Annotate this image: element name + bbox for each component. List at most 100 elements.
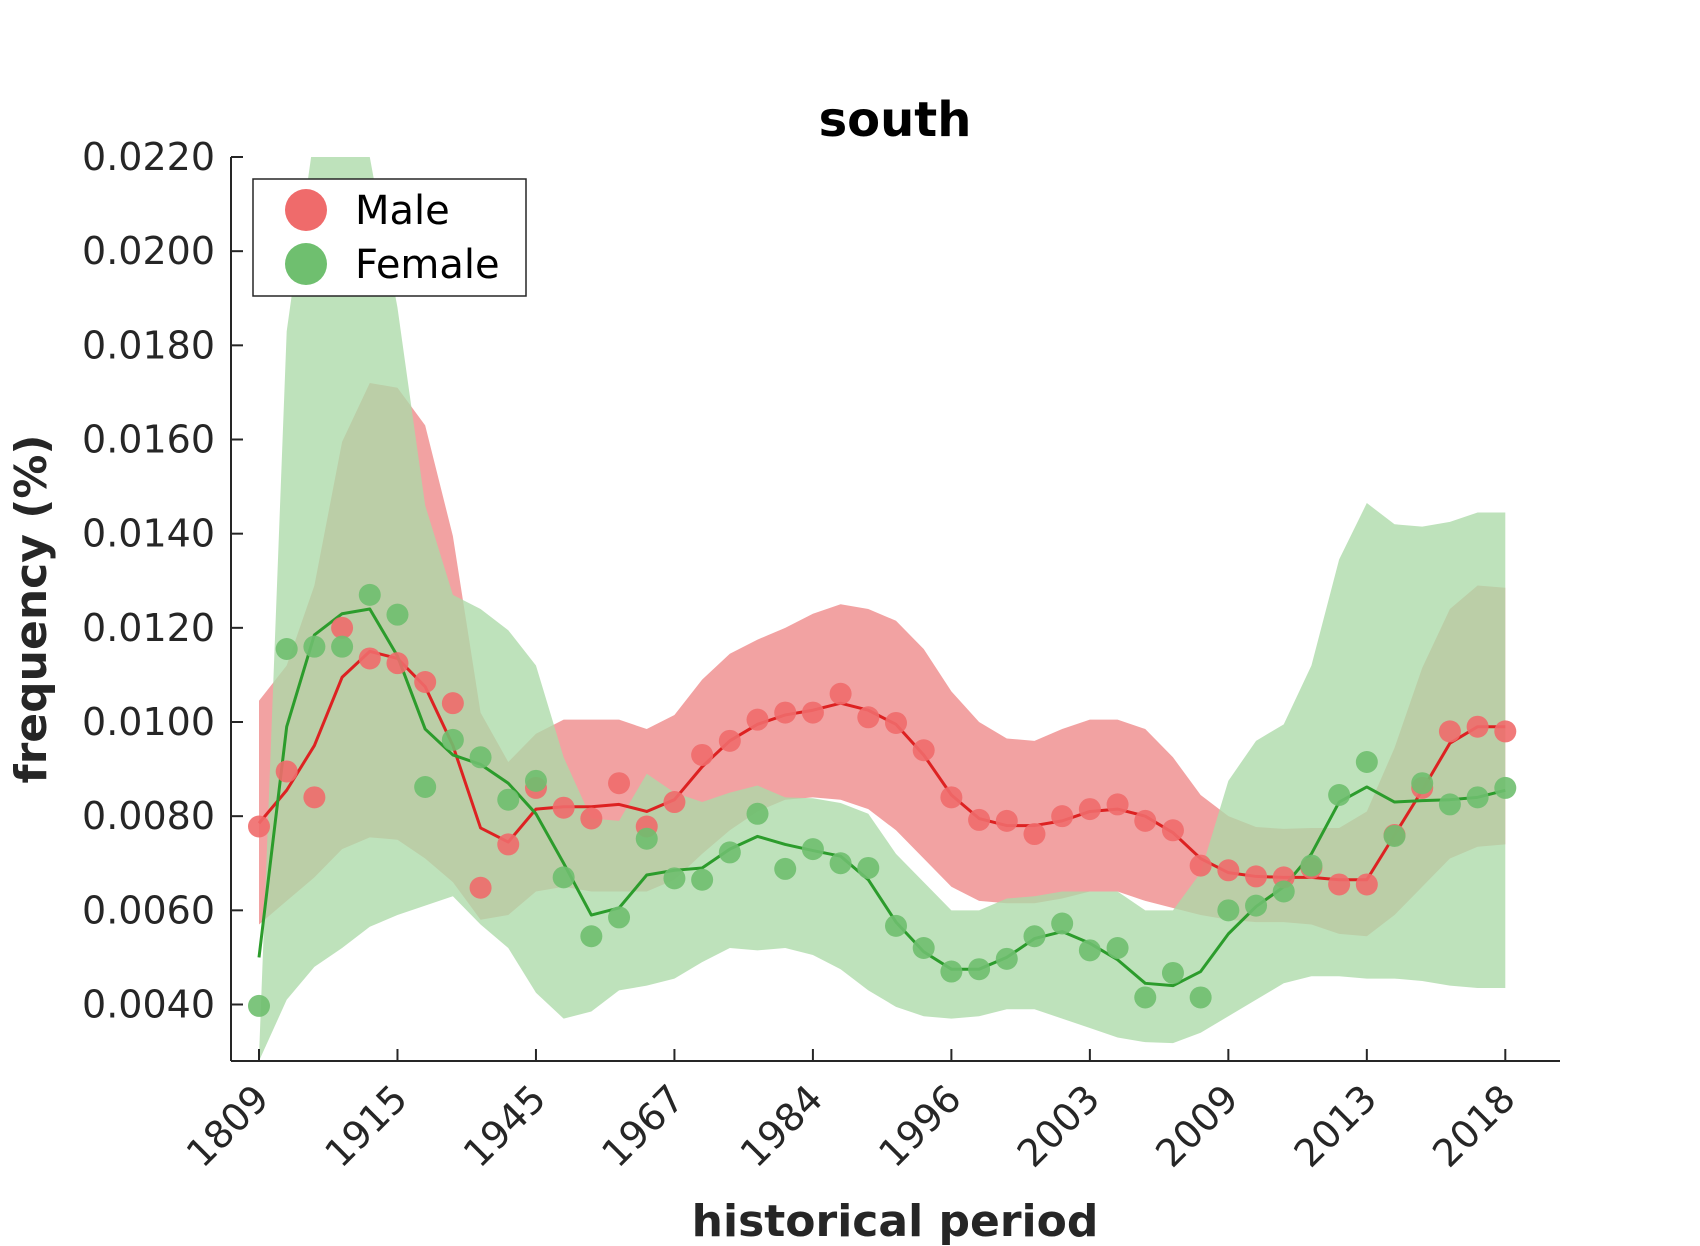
y-tick-label: 0.0080 xyxy=(82,794,215,838)
point-female xyxy=(1494,776,1517,799)
point-male xyxy=(1438,720,1461,743)
x-axis-label: historical period xyxy=(692,1196,1099,1246)
point-female xyxy=(608,906,631,929)
point-male xyxy=(746,708,769,731)
point-male xyxy=(441,692,464,715)
point-female xyxy=(801,838,824,861)
y-ticks: 0.0040 0.0060 0.0080 0.0100 0.0120 0.0140 0.01… xyxy=(82,135,243,1027)
legend-label-male: Male xyxy=(355,188,450,234)
point-female xyxy=(552,866,575,889)
point-female xyxy=(1300,854,1323,877)
point-male xyxy=(1494,720,1517,743)
point-male xyxy=(663,791,686,814)
point-male xyxy=(1189,854,1212,877)
point-female xyxy=(303,635,326,658)
x-tick-label: 1809 xyxy=(178,1076,278,1176)
point-female xyxy=(746,802,769,825)
point-female xyxy=(663,867,686,890)
x-tick-label: 2013 xyxy=(1286,1076,1386,1176)
point-female xyxy=(1355,751,1378,774)
point-male xyxy=(1328,873,1351,896)
x-tick-label: 1915 xyxy=(316,1076,416,1176)
x-tick-label: 1945 xyxy=(455,1076,555,1176)
point-male xyxy=(1466,715,1489,738)
point-female xyxy=(1466,786,1489,809)
point-male xyxy=(691,743,714,766)
point-female xyxy=(1134,986,1157,1009)
point-female xyxy=(580,925,603,948)
point-female xyxy=(414,775,437,798)
point-female xyxy=(691,868,714,891)
point-female xyxy=(829,852,852,875)
point-female xyxy=(1328,783,1351,806)
point-male xyxy=(303,786,326,809)
point-female xyxy=(912,937,935,959)
chart-title: south xyxy=(819,92,972,148)
point-female xyxy=(331,635,354,658)
point-female xyxy=(497,788,520,811)
point-male xyxy=(497,833,520,856)
y-axis-label: frequency (%) xyxy=(6,434,57,783)
confidence-bands xyxy=(259,157,1506,1061)
point-male xyxy=(912,739,935,762)
point-male xyxy=(1023,823,1046,846)
fit-line-male xyxy=(257,649,1506,882)
data-points xyxy=(248,583,1517,1017)
x-tick-label: 2018 xyxy=(1424,1076,1524,1176)
point-male xyxy=(940,786,963,809)
point-female xyxy=(1078,939,1101,962)
legend-label-female: Female xyxy=(355,242,500,288)
point-male xyxy=(552,796,575,819)
point-male xyxy=(608,772,631,795)
point-male xyxy=(1245,865,1268,888)
point-female xyxy=(524,769,547,792)
point-female xyxy=(995,947,1018,970)
point-female xyxy=(718,841,741,864)
point-female xyxy=(469,746,492,769)
point-female xyxy=(358,583,381,606)
point-female xyxy=(774,857,797,880)
point-female xyxy=(1411,772,1434,795)
point-female xyxy=(635,827,658,850)
point-male xyxy=(275,760,298,783)
point-male xyxy=(358,647,381,670)
point-male xyxy=(331,616,354,639)
point-male xyxy=(386,652,409,675)
point-male xyxy=(718,729,741,752)
point-female xyxy=(1438,793,1461,816)
point-female xyxy=(1051,912,1074,935)
point-male xyxy=(414,670,437,693)
point-male xyxy=(801,701,824,724)
point-male xyxy=(857,706,880,729)
y-tick-label: 0.0160 xyxy=(82,418,215,462)
point-female xyxy=(857,856,880,879)
point-male xyxy=(1051,805,1074,828)
point-female xyxy=(885,914,907,937)
point-female xyxy=(275,638,298,661)
point-male xyxy=(995,809,1018,832)
y-tick-label: 0.0220 xyxy=(82,135,215,179)
point-male xyxy=(1217,859,1240,882)
point-female xyxy=(1245,894,1268,917)
y-tick-label: 0.0140 xyxy=(82,512,215,556)
point-female xyxy=(968,958,991,981)
fit-lines xyxy=(257,607,1506,988)
point-female xyxy=(441,728,464,751)
point-male xyxy=(1134,809,1157,832)
point-female xyxy=(1161,961,1184,984)
y-tick-label: 0.0040 xyxy=(82,983,215,1027)
x-tick-label: 2003 xyxy=(1009,1076,1109,1176)
plot-area xyxy=(248,157,1517,1061)
point-female xyxy=(1189,986,1212,1009)
point-male xyxy=(580,807,603,830)
x-ticks: 1809 1915 1945 1967 1984 1996 2003 2009 2013 2018 xyxy=(178,1049,1524,1176)
y-tick-label: 0.0180 xyxy=(82,323,215,367)
point-male xyxy=(1078,798,1101,821)
band-female xyxy=(259,157,1506,1061)
point-male xyxy=(885,711,907,734)
x-tick-label: 2009 xyxy=(1147,1076,1247,1176)
point-female xyxy=(1106,937,1129,959)
x-tick-label: 1996 xyxy=(870,1076,970,1176)
point-male xyxy=(829,682,852,705)
